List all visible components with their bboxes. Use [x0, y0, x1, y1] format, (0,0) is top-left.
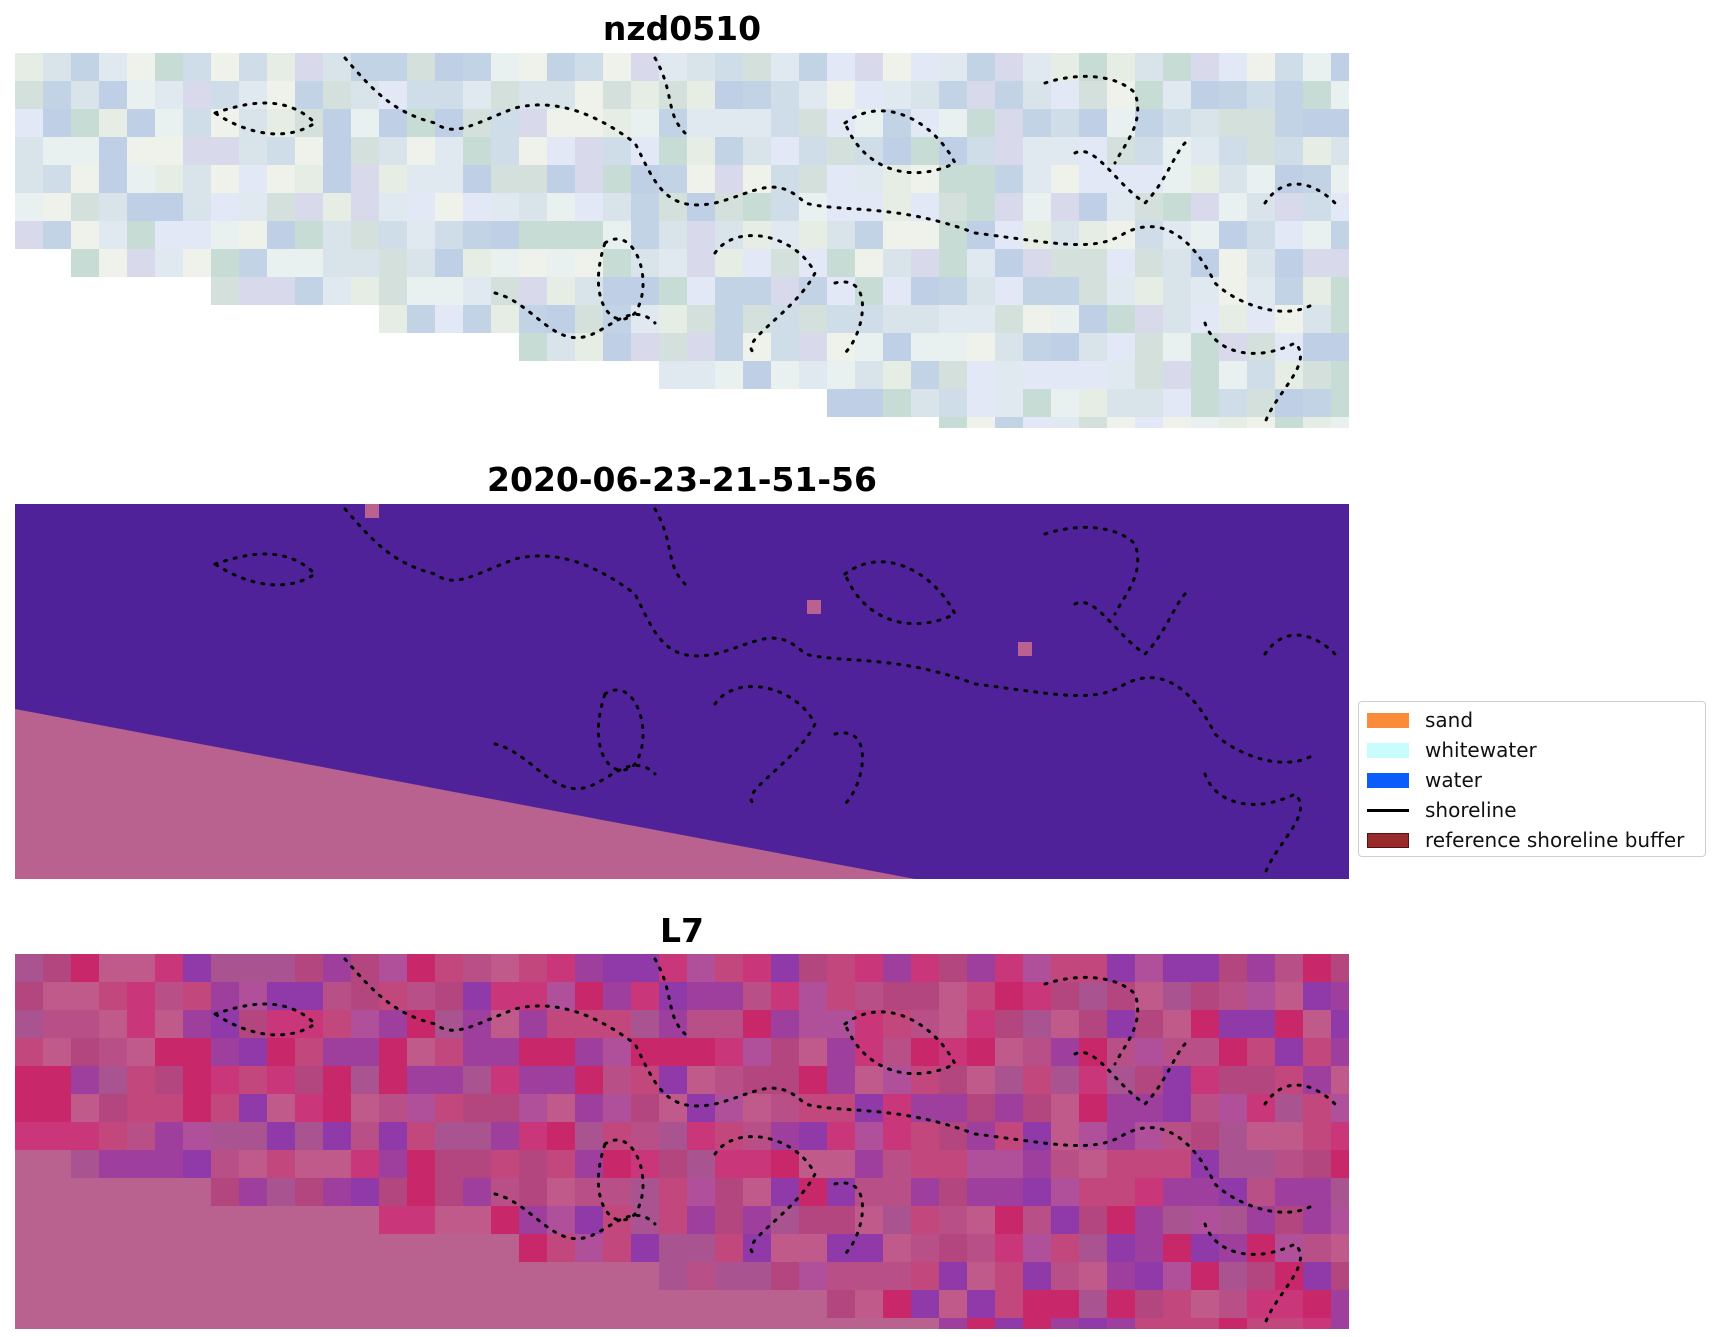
index-image	[15, 954, 1349, 1329]
shoreline-path-10	[833, 280, 864, 355]
panel-title-2: 2020-06-23-21-51-56	[487, 460, 877, 499]
shoreline-path-9	[713, 685, 817, 806]
shoreline-path-7	[596, 688, 645, 772]
legend-label-reference-buffer: reference shoreline buffer	[1425, 828, 1685, 852]
legend-swatch-whitewater	[1367, 742, 1409, 758]
shoreline-path-0	[213, 1002, 318, 1037]
shoreline-path-7	[596, 237, 645, 321]
shoreline-path-5	[1073, 592, 1187, 656]
shoreline-path-5	[1073, 141, 1187, 205]
legend-label-water: water	[1425, 768, 1482, 792]
rgb-image	[15, 53, 1349, 428]
shoreline-path-5	[1073, 1042, 1187, 1106]
legend-swatch-reference-buffer	[1367, 832, 1409, 848]
shoreline-path-1	[343, 56, 1317, 313]
shoreline-path-9	[713, 234, 817, 355]
shoreline-path-6	[1263, 182, 1337, 205]
shoreline-path-4	[1043, 975, 1140, 1066]
shoreline-path-8	[493, 1192, 657, 1241]
shoreline-path-0	[213, 101, 318, 136]
shoreline-path-9	[713, 1135, 817, 1256]
legend-line-shoreline	[1367, 808, 1409, 812]
shoreline-path-1	[343, 957, 1317, 1214]
shoreline-path-8	[493, 742, 657, 791]
index-image-panel	[15, 954, 1349, 1329]
shoreline-path-10	[833, 731, 864, 806]
shoreline-path-1	[343, 507, 1317, 764]
shoreline-path-3	[843, 109, 958, 175]
shoreline-path-10	[833, 1181, 864, 1256]
panel-title-3: L7	[660, 911, 704, 950]
shoreline-path-4	[1043, 74, 1140, 165]
shoreline-path-6	[1263, 1083, 1337, 1106]
shoreline-path-8	[493, 291, 657, 340]
shoreline-path-4	[1043, 525, 1140, 616]
legend-label-sand: sand	[1425, 708, 1474, 732]
shoreline-path-7	[596, 1138, 645, 1222]
classification-image-panel	[15, 504, 1349, 879]
legend-item-water: water	[1367, 767, 1482, 793]
legend-item-whitewater: whitewater	[1367, 737, 1537, 763]
shoreline-path-2	[653, 957, 687, 1036]
shoreline-path-2	[653, 56, 687, 135]
legend-item-reference-buffer: reference shoreline buffer	[1367, 827, 1684, 853]
shoreline-path-3	[843, 560, 958, 626]
legend-label-shoreline: shoreline	[1425, 798, 1517, 822]
shoreline-path-0	[213, 552, 318, 587]
shoreline-path-6	[1263, 633, 1337, 656]
legend-swatch-water	[1367, 772, 1409, 788]
panel-title-1: nzd0510	[602, 9, 762, 48]
legend-item-shoreline: shoreline	[1367, 797, 1517, 823]
legend-swatch-sand	[1367, 712, 1409, 728]
shoreline-path-3	[843, 1010, 958, 1076]
shoreline-path-2	[653, 507, 687, 586]
legend: sand whitewater water shoreline referenc…	[1358, 701, 1706, 857]
legend-label-whitewater: whitewater	[1425, 738, 1537, 762]
legend-item-sand: sand	[1367, 707, 1473, 733]
classification-image	[15, 504, 1349, 879]
rgb-image-panel	[15, 53, 1349, 428]
